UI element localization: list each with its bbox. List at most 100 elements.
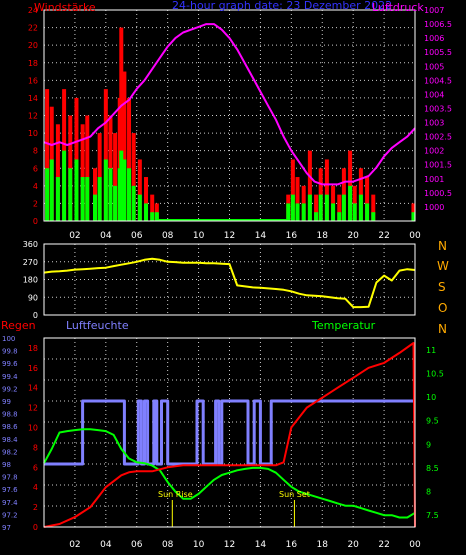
temperature-axis-tick: 7.5 [426,511,439,520]
direction-axis-tick: 0 [33,311,38,320]
humidity-axis-tick: 98.2 [2,448,18,456]
sunset-annotation: Sun Set [279,490,310,499]
wind-gust-bar [307,150,312,221]
x-tick-label: 20 [347,231,359,241]
humidity-axis-tick: 99.8 [2,348,18,356]
plot-frame [43,337,416,528]
x-tick-label: 08 [162,231,174,241]
temperature-axis-tick: 9 [426,440,431,449]
wind-axis-tick: 8 [33,147,38,156]
pressure-axis-tick: 1001.5 [424,161,452,170]
wind-gust-bar [137,159,142,221]
humidity-axis-tick: 99.2 [2,385,18,393]
wind-gust-bar [290,159,295,221]
pressure-axis-tick: 1001 [424,175,444,184]
rain-axis-tick: 12 [28,404,38,413]
wind-gust-bar [331,185,336,221]
wind-avg-bar [286,203,291,221]
x-tick-label: 12 [224,540,235,550]
rain-axis-tick: 18 [28,344,38,353]
humidity-axis-tick: 97.8 [2,474,18,482]
wind-gust-bar [352,185,357,221]
wind-avg-bar [137,194,142,221]
wind-avg-bar [371,212,376,221]
wind-avg-bar [318,194,323,221]
pressure-axis-tick: 1004.5 [424,76,452,85]
wind-avg-bar [337,212,342,221]
wind-avg-bar [68,168,73,221]
wind-gust-bar [127,97,132,221]
wind-gust-bar [119,27,124,222]
x-tick-label: 02 [69,540,80,550]
sunrise-annotation: Sun Rise [158,490,193,499]
rain-label: Regen [1,319,36,332]
wind-avg-bar [358,194,363,221]
wind-avg-bar [154,212,159,221]
wind-axis-tick: 2 [33,199,38,208]
plot-frame [43,243,416,316]
wind-avg-bar [131,185,136,221]
x-tick-label: 06 [131,540,143,550]
wind-axis-tick: 0 [33,217,38,226]
wind-gust-bar [113,133,118,221]
wind-avg-bar [122,159,127,221]
pressure-axis-tick: 1002 [424,147,444,156]
humidity-axis-tick: 97.2 [2,511,18,519]
wind-axis-tick: 12 [28,112,38,121]
temperature-axis-tick: 10.5 [426,369,444,378]
wind-axis-tick: 24 [28,6,38,15]
wind-gust-bar [150,194,155,221]
wind-avg-bar [341,194,346,221]
pressure-axis-tick: 1003 [424,119,444,128]
x-tick-label: 16 [286,231,298,241]
rain-axis-tick: 2 [33,503,38,512]
rain-axis-tick: 10 [28,424,38,433]
humidity-axis-tick: 99 [2,398,11,406]
humidity-axis-tick: 97.4 [2,499,18,507]
wind-axis-tick: 10 [28,129,38,138]
wind-gust-bar [55,124,60,221]
humidity-axis-tick: 97 [2,524,11,532]
pressure-line [43,23,416,186]
temperature-axis-tick: 11 [426,346,436,355]
wind-gust-bar [45,89,50,221]
x-tick-label: 18 [317,231,329,241]
x-tick-label: 00 [409,540,421,550]
wind-axis-tick: 4 [33,182,38,191]
temperature-axis-tick: 10 [426,393,436,402]
humidity-line [44,399,415,466]
wind-axis-tick: 6 [33,164,38,173]
panel1-right-label: Luftdruck [372,1,424,14]
wind-avg-bar [301,203,306,221]
x-tick-label: 14 [255,231,267,241]
x-tick-label: 20 [347,540,359,550]
pressure-axis-tick: 1007 [424,6,444,15]
rain-axis-tick: 6 [33,463,38,472]
wind-gust-bar [80,124,85,221]
x-tick-label: 22 [378,231,389,241]
temperature-axis-tick: 8.5 [426,464,439,473]
wind-avg-bar [324,194,329,221]
rain-axis-tick: 8 [33,443,38,452]
x-tick-label: 04 [100,540,112,550]
frames-layer [43,9,416,528]
marks-layer [43,23,416,528]
wind-gust-bar [122,71,127,222]
wind-avg-bar [62,150,67,221]
pressure-axis-tick: 1005.5 [424,48,452,57]
humidity-axis-tick: 98.6 [2,423,18,431]
wind-avg-bar [97,177,102,221]
wind-gust-bar [295,177,300,221]
wind-avg-bar [119,150,124,221]
wind-avg-bar [49,159,54,221]
wind-avg-bar [411,212,416,221]
wind-avg-bar [144,203,149,221]
x-tick-label: 02 [69,231,80,241]
humidity-axis-tick: 98 [2,461,11,469]
wind-avg-bar [45,168,50,221]
wind-avg-bar [290,194,295,221]
panel1-title: 24-hour graph date: 23 Dezember 2022 [172,0,392,12]
plot-frame [43,9,416,222]
direction-axis-tick: 270 [23,258,38,267]
pressure-axis-tick: 1006.5 [424,20,452,29]
